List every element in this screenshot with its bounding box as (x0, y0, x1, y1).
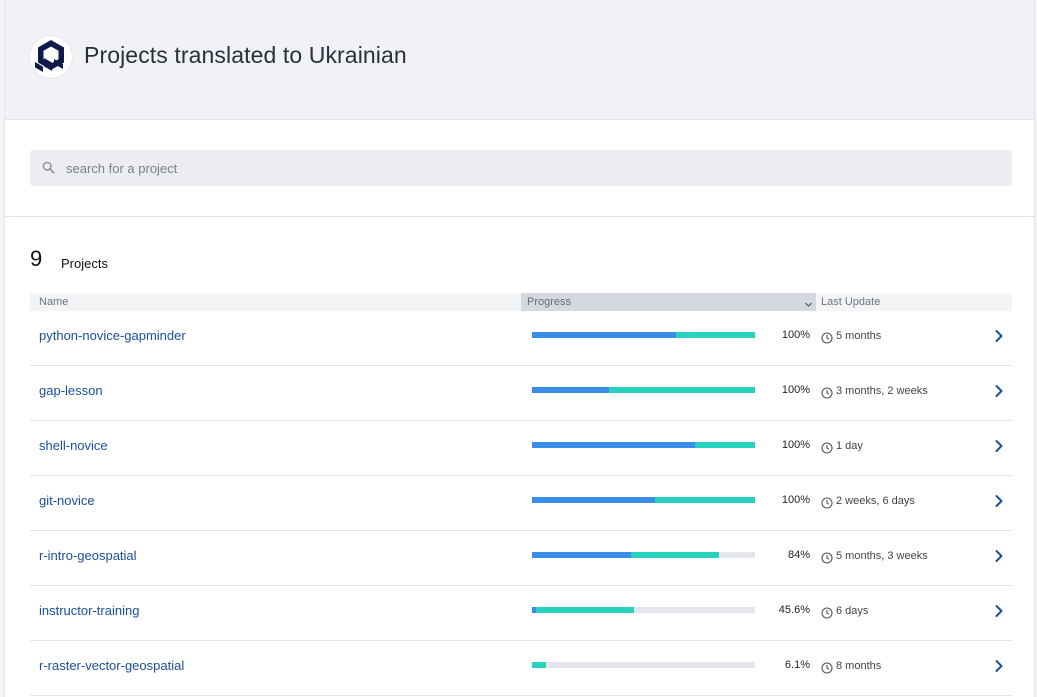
project-name-link[interactable]: r-intro-geospatial (39, 548, 137, 563)
project-name-link[interactable]: git-novice (39, 493, 95, 508)
project-name-link[interactable]: r-raster-vector-geospatial (39, 658, 185, 673)
progress-bar (532, 497, 755, 503)
last-update-value: 2 weeks, 6 days (836, 495, 915, 507)
project-name-link[interactable]: python-novice-gapminder (39, 328, 186, 343)
progress-approved-segment (532, 552, 631, 558)
projects-count-number: 9 (30, 246, 43, 271)
last-update-value: 5 months (836, 330, 882, 342)
search-icon (42, 161, 55, 179)
table-row[interactable]: git-novice 100% 2 weeks, 6 days (30, 476, 1012, 531)
search-input[interactable] (66, 150, 996, 186)
column-header-progress-label: Progress (527, 296, 572, 308)
search-section (5, 120, 1034, 217)
progress-bar (532, 442, 755, 448)
progress-bar (532, 332, 755, 338)
chevron-right-icon[interactable] (993, 604, 1005, 623)
projects-table-body: python-novice-gapminder 100% 5 months ga… (30, 311, 1012, 696)
last-update-value: 5 months, 3 weeks (836, 550, 928, 562)
progress-bar (532, 387, 755, 393)
column-header-progress[interactable]: Progress (521, 293, 816, 311)
progress-translated-segment (536, 607, 634, 613)
clock-icon (821, 606, 833, 624)
progress-approved-segment (532, 332, 677, 338)
progress-percent: 84% (787, 549, 810, 561)
chevron-right-icon[interactable] (993, 659, 1005, 678)
progress-approved-segment (532, 497, 656, 503)
progress-approved-segment (532, 387, 609, 393)
progress-percent: 100% (781, 384, 810, 396)
table-header: Name Progress Last Update (30, 293, 1012, 311)
last-update-value: 8 months (836, 660, 882, 672)
table-row[interactable]: r-intro-geospatial 84% 5 months, 3 weeks (30, 531, 1012, 586)
progress-translated-segment (655, 497, 755, 503)
column-header-name[interactable]: Name (39, 296, 69, 308)
chevron-right-icon[interactable] (993, 494, 1005, 513)
chevron-down-icon (804, 297, 813, 315)
column-header-last-update[interactable]: Last Update (821, 296, 881, 308)
chevron-right-icon[interactable] (993, 384, 1005, 403)
table-row[interactable]: shell-novice 100% 1 day (30, 421, 1012, 476)
progress-translated-segment (695, 442, 755, 448)
table-row[interactable]: gap-lesson 100% 3 months, 2 weeks (30, 366, 1012, 421)
last-update-value: 1 day (836, 440, 863, 452)
progress-percent: 45.6% (778, 604, 810, 616)
progress-bar (532, 662, 755, 668)
clock-icon (821, 661, 833, 679)
progress-percent: 100% (781, 329, 810, 341)
page-frame: Projects translated to Ukrainian 9 Proje… (4, 0, 1035, 697)
crowdin-hex-logo-icon[interactable] (30, 36, 72, 78)
clock-icon (821, 386, 833, 404)
search-box[interactable] (30, 150, 1012, 186)
project-name-link[interactable]: shell-novice (39, 438, 108, 453)
project-name-link[interactable]: instructor-training (39, 603, 140, 618)
progress-translated-segment (532, 662, 546, 668)
progress-translated-segment (676, 332, 755, 338)
progress-approved-segment (532, 442, 695, 448)
last-update-value: 6 days (836, 605, 869, 617)
projects-count-label: Projects (61, 256, 108, 271)
last-update-value: 3 months, 2 weeks (836, 385, 928, 397)
page-title: Projects translated to Ukrainian (84, 42, 407, 68)
chevron-right-icon[interactable] (993, 329, 1005, 348)
chevron-right-icon[interactable] (993, 549, 1005, 568)
table-row[interactable]: python-novice-gapminder 100% 5 months (30, 311, 1012, 366)
progress-percent: 6.1% (784, 659, 810, 671)
page-header: Projects translated to Ukrainian (5, 0, 1034, 120)
progress-bar (532, 607, 755, 613)
progress-approved-segment (532, 607, 536, 613)
progress-translated-segment (631, 552, 720, 558)
clock-icon (821, 331, 833, 349)
chevron-right-icon[interactable] (993, 439, 1005, 458)
clock-icon (821, 441, 833, 459)
progress-translated-segment (608, 387, 755, 393)
progress-percent: 100% (781, 494, 810, 506)
table-row[interactable]: instructor-training 45.6% 6 days (30, 586, 1012, 641)
project-name-link[interactable]: gap-lesson (39, 383, 103, 398)
clock-icon (821, 551, 833, 569)
clock-icon (821, 496, 833, 514)
progress-bar (532, 552, 755, 558)
table-row[interactable]: r-raster-vector-geospatial 6.1% 8 months (30, 641, 1012, 696)
progress-percent: 100% (781, 439, 810, 451)
